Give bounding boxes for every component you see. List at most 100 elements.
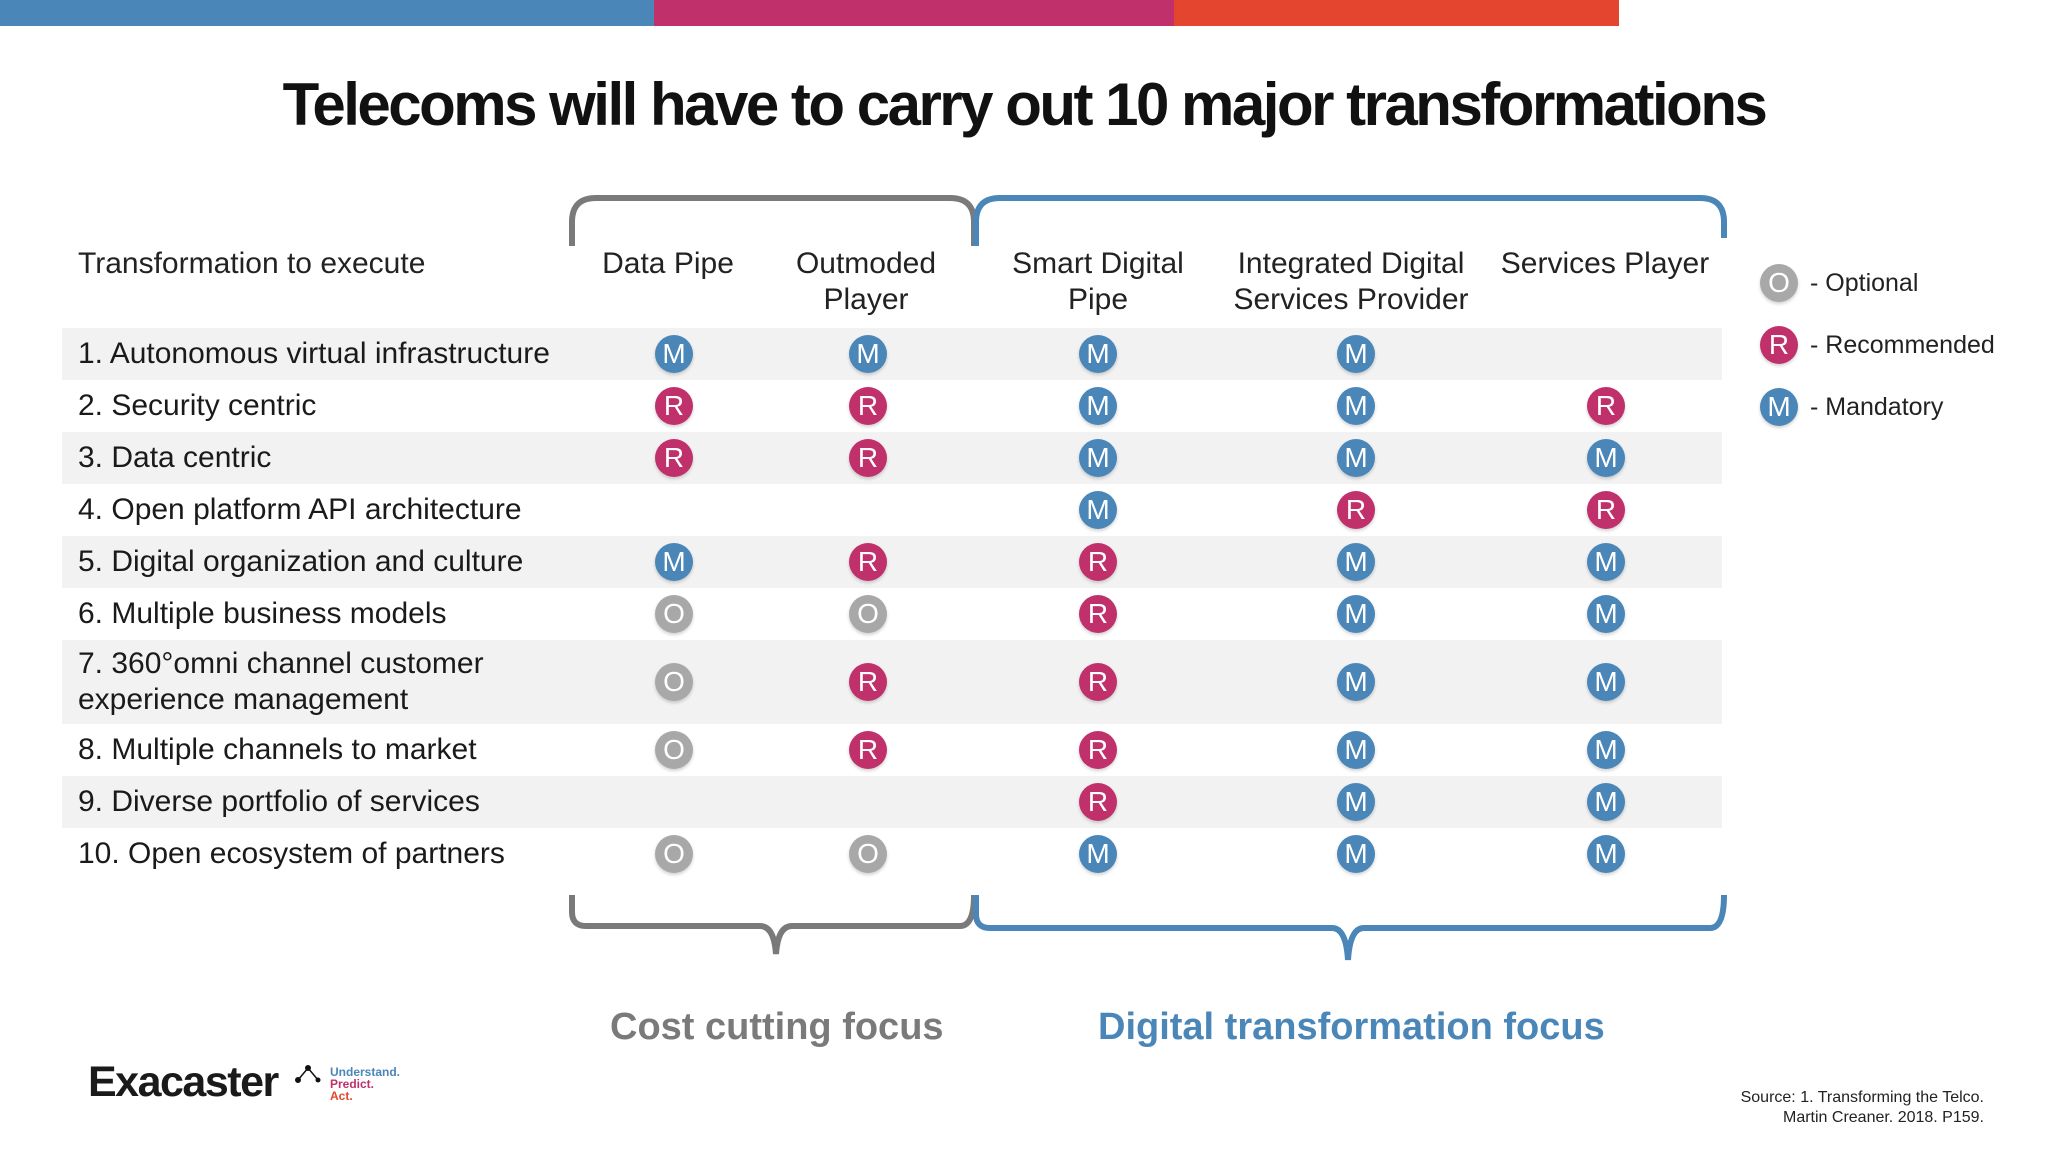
recommended-badge: R [655,439,693,477]
legend-label: - Recommended [1810,331,1995,359]
cost-bottom-brace [569,894,977,955]
recommended-badge: R [655,387,693,425]
column-header-outmoded-player: Outmoded Player [766,246,966,318]
mandatory-badge: M [1079,387,1117,425]
source-line: Source: 1. Transforming the Telco. [1740,1089,1984,1106]
mandatory-badge: M [1760,388,1798,426]
mandatory-badge: M [1079,335,1117,373]
optional-badge: O [849,595,887,633]
color-bar-blue [0,0,654,26]
mandatory-badge: M [1337,335,1375,373]
mandatory-badge: M [655,335,693,373]
recommended-badge: R [849,543,887,581]
table-row: 4. Open platform API architecture M R R [62,484,1722,536]
tagline-line: Understand. [330,1065,401,1079]
table-row: 1. Autonomous virtual infrastructure M M M M [62,328,1722,380]
source-note: Source: 1. Transforming the Telco. Marti… [1741,1088,1984,1128]
mandatory-badge: M [1079,491,1117,529]
header-line: Smart Digital [1012,247,1184,280]
row-label: 7. 360°omni channel customer experience m… [78,646,484,718]
mandatory-badge: M [1337,835,1375,873]
optional-badge: O [849,835,887,873]
optional-badge: O [655,663,693,701]
digital-transformation-focus-label: Digital transformation focus [1098,1006,1605,1048]
column-header-transformation: Transformation to execute [78,247,426,280]
mandatory-badge: M [1337,543,1375,581]
column-header-integrated-digital-services-provider: Integrated Digital Services Provider [1216,246,1486,318]
column-header-data-pipe: Data Pipe [602,247,734,280]
mandatory-badge: M [1587,835,1625,873]
row-label: 5. Digital organization and culture [78,544,523,580]
logo-wordmark: Exacaster [88,1058,279,1106]
row-label: 1. Autonomous virtual infrastructure [78,336,550,372]
mandatory-badge: M [1587,783,1625,821]
optional-badge: O [655,835,693,873]
source-line: Martin Creaner. 2018. P159. [1782,1109,1984,1126]
tagline-line: Predict. [330,1077,375,1091]
row-label: 8. Multiple channels to market [78,732,477,768]
recommended-badge: R [1079,543,1117,581]
row-label-line: 4. Open platform API architecture [78,493,522,526]
table-row: 6. Multiple business models O O R M M [62,588,1722,640]
row-label: 3. Data centric [78,440,271,476]
mandatory-badge: M [1079,439,1117,477]
table-row: 2. Security centric R R M M R [62,380,1722,432]
table-row: 5. Digital organization and culture M R R M M [62,536,1722,588]
row-label-line: 10. Open ecosystem of partners [78,837,505,870]
page-title: Telecoms will have to carry out 10 major… [282,71,1768,138]
cost-cutting-focus-label: Cost cutting focus [610,1006,944,1048]
row-label-line: experience management [78,683,409,716]
column-header-services-player: Services Player [1500,247,1710,280]
mandatory-badge: M [1079,835,1117,873]
logo-network-icon [295,1065,321,1083]
table-row: 8. Multiple channels to market O R R M M [62,724,1722,776]
recommended-badge: R [1079,731,1117,769]
mandatory-badge: M [1337,439,1375,477]
row-label: 9. Diverse portfolio of services [78,784,480,820]
row-label-line: 6. Multiple business models [78,597,447,630]
header-line: Services Provider [1233,283,1469,316]
recommended-badge: R [1079,783,1117,821]
top-color-bar [0,0,1619,26]
optional-badge: O [1760,264,1798,302]
table-row: 10. Open ecosystem of partners O O M M M [62,828,1722,880]
tagline-line: Act. [330,1089,353,1103]
header-line: Integrated Digital [1237,247,1465,280]
recommended-badge: R [1760,326,1798,364]
mandatory-badge: M [1587,663,1625,701]
header-line: Pipe [1067,283,1129,316]
cost-top-brace [569,195,977,246]
recommended-badge: R [849,731,887,769]
exacaster-logo: Exacaster [88,1058,321,1107]
mandatory-badge: M [1587,595,1625,633]
recommended-badge: R [849,387,887,425]
row-label-line: 2. Security centric [78,389,317,422]
recommended-badge: R [1587,387,1625,425]
mandatory-badge: M [1337,731,1375,769]
recommended-badge: R [1337,491,1375,529]
recommended-badge: R [1079,595,1117,633]
row-label-line: 9. Diverse portfolio of services [78,785,480,818]
column-header-smart-digital-pipe: Smart Digital Pipe [988,246,1208,318]
mandatory-badge: M [1337,783,1375,821]
mandatory-badge: M [849,335,887,373]
row-label-line: 1. Autonomous virtual infrastructure [78,337,550,370]
row-label: 10. Open ecosystem of partners [78,836,505,872]
recommended-badge: R [1587,491,1625,529]
mandatory-badge: M [1337,387,1375,425]
recommended-badge: R [1079,663,1117,701]
digital-bottom-brace [973,894,1727,961]
legend-label: - Optional [1810,269,1919,297]
row-label-line: 5. Digital organization and culture [78,545,524,578]
logo-tagline: Understand. Predict. Act. [330,1066,400,1102]
table-row: 3. Data centric R R M M M [62,432,1722,484]
optional-badge: O [655,595,693,633]
header-line: Player [823,283,909,316]
color-bar-red [1174,0,1619,26]
row-label-line: 7. 360°omni channel customer [78,647,484,680]
table-row: 7. 360°omni channel customer experience m… [62,640,1722,724]
recommended-badge: R [849,439,887,477]
mandatory-badge: M [1337,663,1375,701]
row-label: 6. Multiple business models [78,596,447,632]
